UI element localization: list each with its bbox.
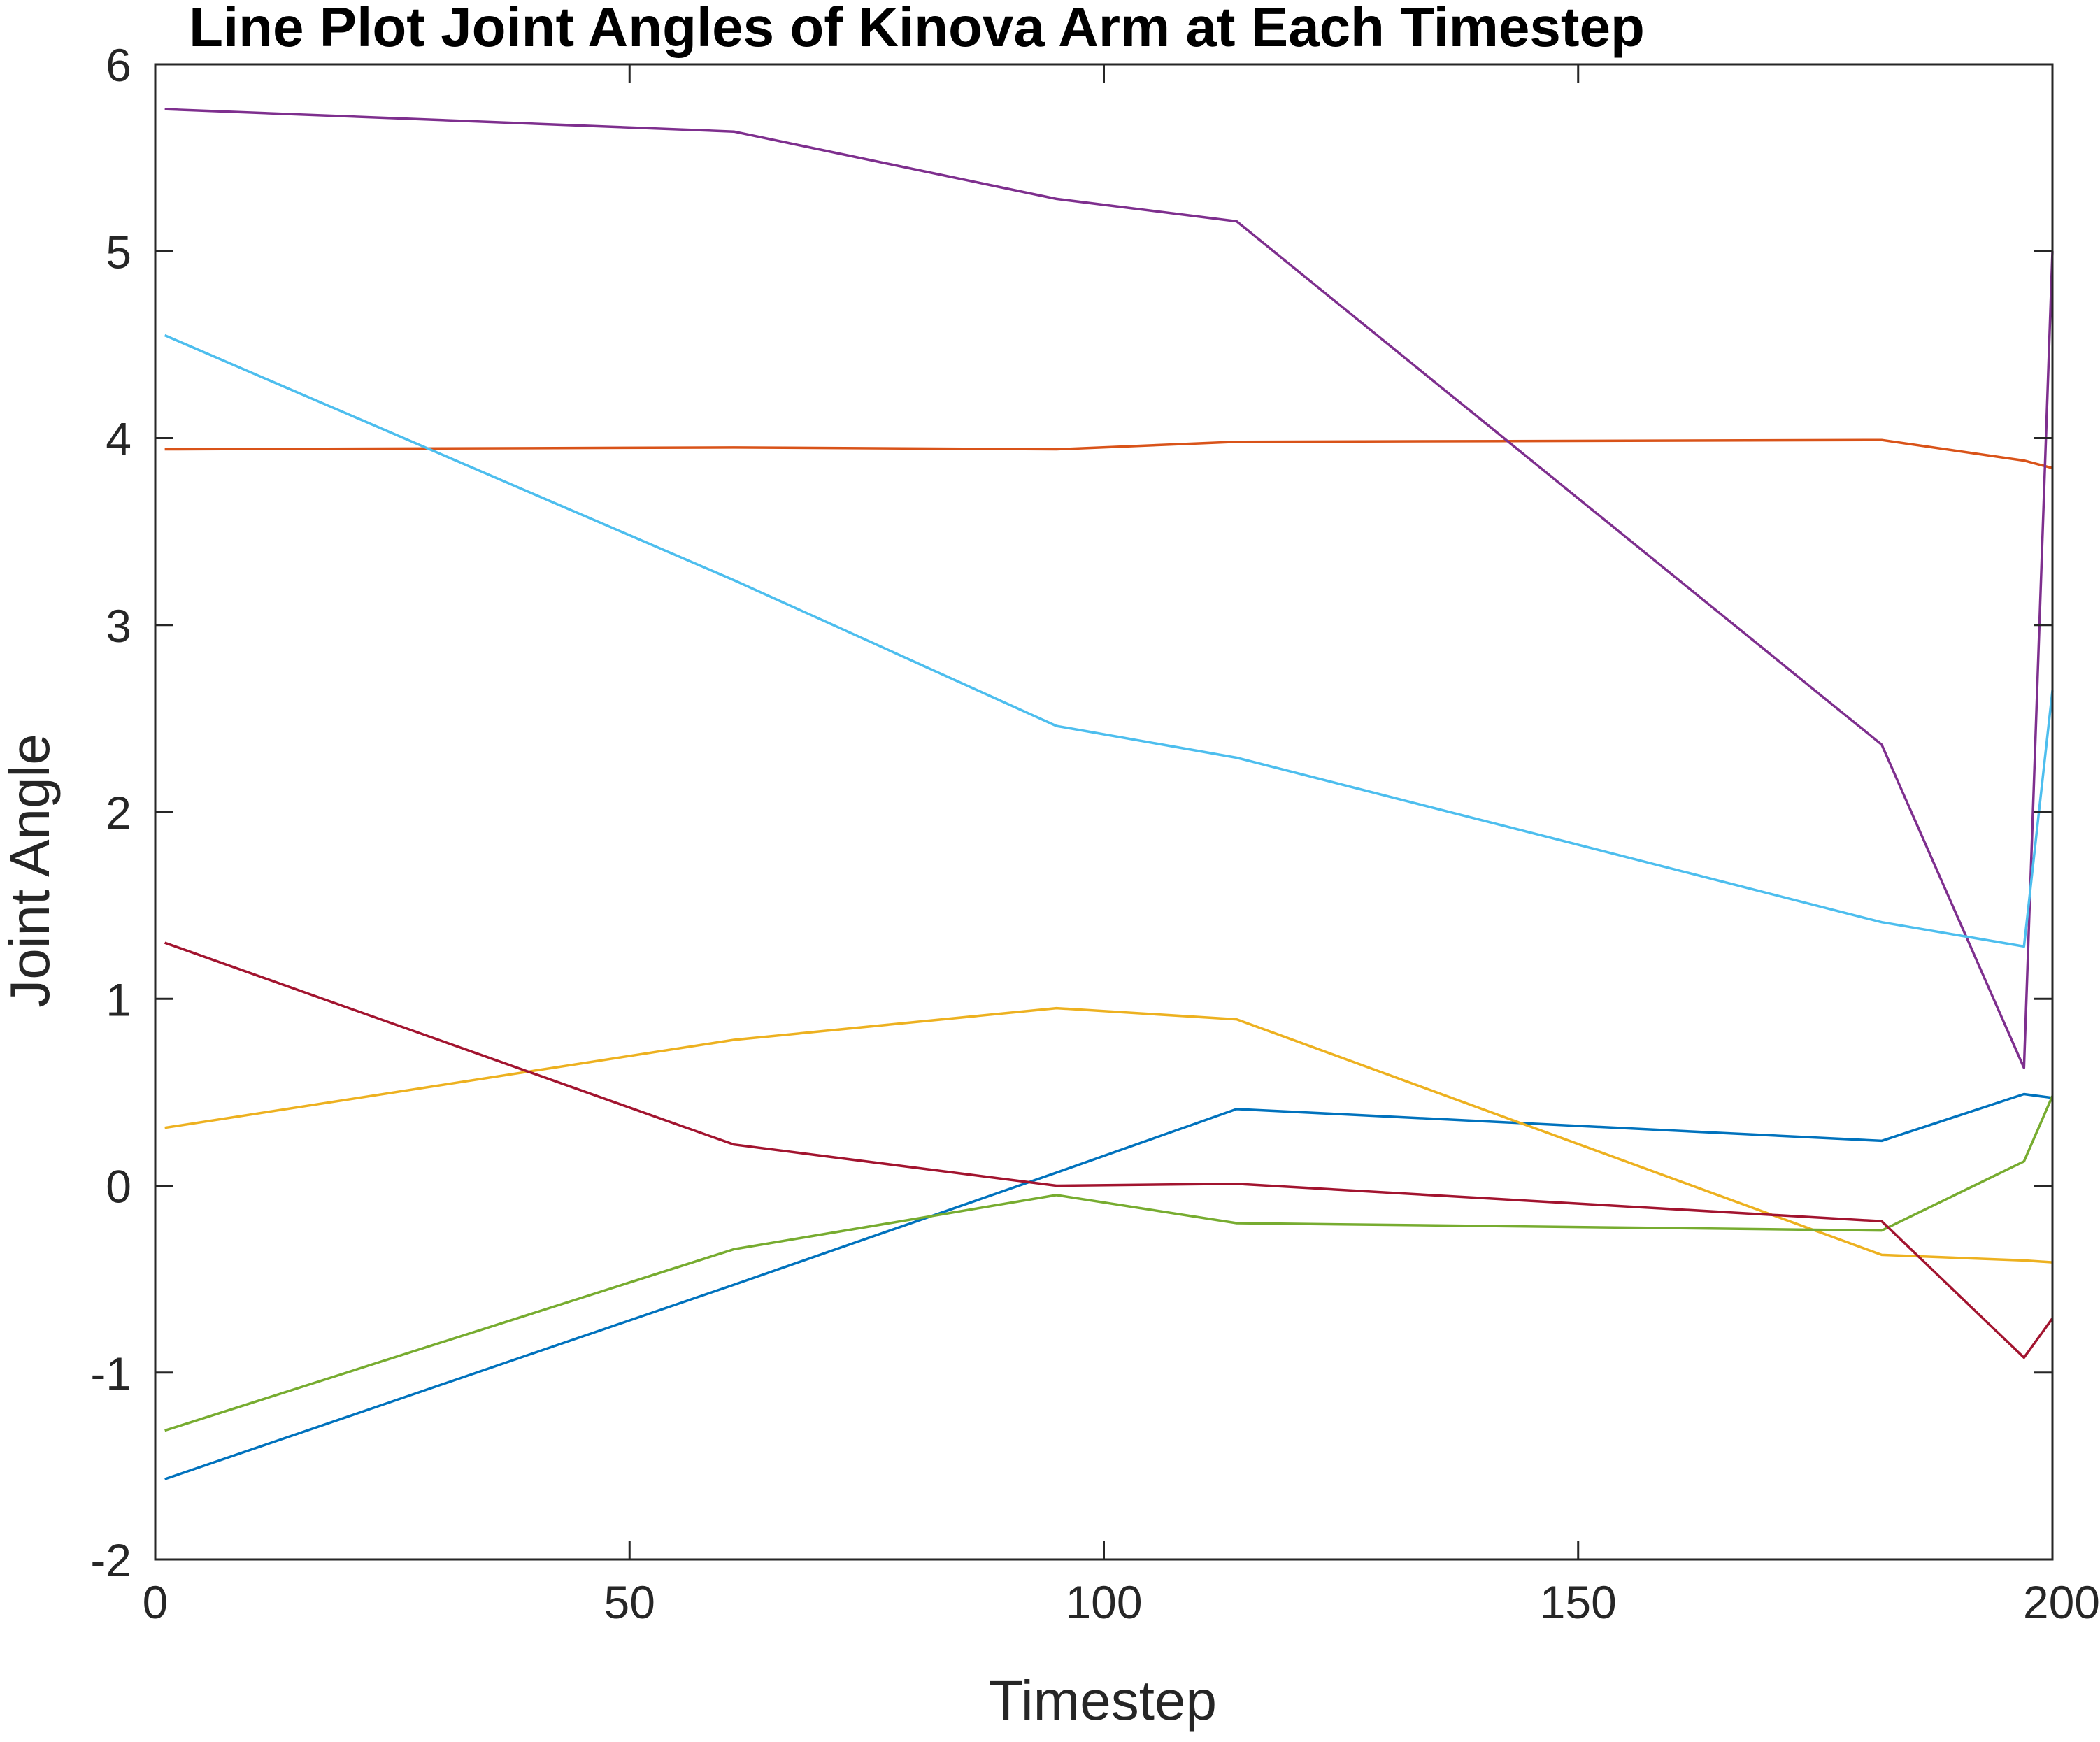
y-axis-label: Joint Angle — [0, 734, 61, 1007]
ticks-layer: 0 50 100 150 200 -2 -1 0 1 2 3 4 5 6 — [90, 39, 2100, 1628]
y-tick-label: 5 — [106, 226, 131, 278]
x-tick-label: 0 — [143, 1576, 169, 1628]
series-line-2 — [164, 438, 2053, 469]
series-line-4 — [164, 108, 2054, 1069]
chart-title: Line Plot Joint Angles of Kinova Arm at … — [189, 0, 1645, 58]
y-tick-label: 4 — [106, 413, 131, 465]
y-tick-label: 6 — [106, 39, 131, 91]
series-line-5 — [164, 1095, 2054, 1432]
y-tick-label: -1 — [90, 1348, 131, 1399]
y-tick-label: -2 — [90, 1534, 131, 1586]
series-line-6 — [164, 334, 2054, 948]
x-tick-label: 100 — [1065, 1576, 1142, 1628]
y-tick-label: 0 — [106, 1161, 131, 1213]
plot-area-frame — [154, 63, 2054, 1561]
series-line-7 — [164, 941, 2054, 1359]
y-tick-label: 2 — [106, 787, 131, 838]
x-axis-label: Timestep — [989, 1669, 1217, 1732]
x-tick-label: 50 — [604, 1576, 655, 1628]
x-tick-label: 150 — [1540, 1576, 1617, 1628]
y-tick-label: 3 — [106, 600, 131, 652]
series-layer — [164, 108, 2054, 1480]
y-tick-label: 1 — [106, 973, 131, 1025]
series-line-3 — [164, 1006, 2053, 1264]
series-line-1 — [164, 1092, 2053, 1480]
x-tick-label: 200 — [2023, 1576, 2100, 1628]
